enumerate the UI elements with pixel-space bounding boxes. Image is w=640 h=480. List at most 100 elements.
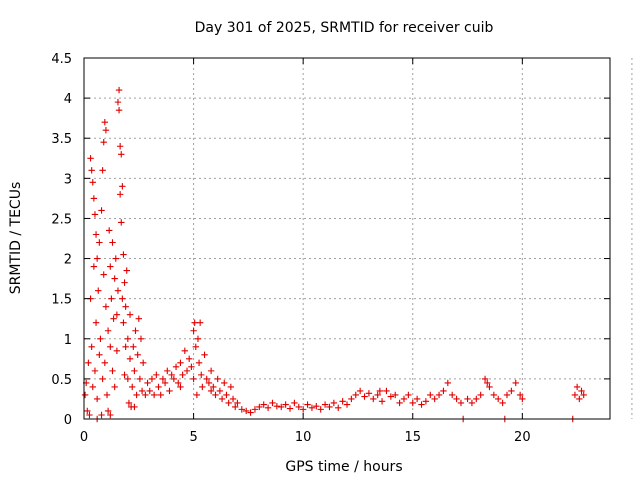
data-point [110,315,117,322]
data-point [114,287,122,294]
data-point [232,403,239,411]
data-point [90,195,98,202]
data-point [376,387,384,395]
data-point [191,319,198,326]
data-point [157,391,164,399]
data-point [352,391,359,399]
data-point [86,411,93,419]
data-point [137,335,145,342]
data-point [313,402,320,410]
data-point [198,371,205,379]
data-point [144,379,151,387]
data-point [131,367,138,375]
data-points [81,86,587,423]
data-point [190,375,197,383]
data-point [133,391,140,399]
x-axis-label: GPS time / hours [285,459,402,475]
data-point [104,407,112,415]
data-point [256,403,263,411]
data-point [207,387,215,395]
data-point [571,391,579,399]
data-point [138,387,146,395]
x-tick-label: 15 [404,430,421,445]
data-point [115,86,123,94]
data-point [238,406,245,413]
data-point [481,375,489,383]
data-point [214,375,221,383]
data-point [356,387,364,395]
data-point [88,167,95,174]
data-point [321,401,329,408]
data-point [192,343,199,350]
data-point [374,391,381,399]
data-point [457,399,465,407]
data-point [114,98,122,106]
data-point [190,327,197,334]
data-point [139,359,147,367]
data-point [91,211,99,218]
data-point [95,287,102,294]
data-point [172,363,180,371]
data-point [166,387,173,395]
data-point [89,179,96,186]
data-point [146,387,153,395]
data-point [212,391,219,399]
data-point [308,404,316,411]
data-point [193,391,201,399]
data-point [99,375,106,383]
data-point [427,391,434,399]
data-point [111,383,118,391]
x-tick-labels: 0 5 10 15 20 [80,430,531,445]
data-point [278,403,285,411]
y-tick-labels: 0 0.5 1 1.5 2 2.5 3 3.5 4 4.5 [51,52,72,428]
data-point [107,411,114,419]
data-point [484,379,491,387]
data-point [330,399,338,407]
data-point [131,403,138,411]
data-point [326,403,333,411]
data-point [225,399,232,407]
data-point [124,375,132,383]
data-point [378,398,386,405]
data-point [91,367,99,375]
data-point [96,239,103,246]
data-point [113,311,121,318]
data-point [392,391,399,399]
data-point [304,401,311,408]
data-point [343,401,351,408]
data-point [123,267,130,274]
data-point [207,367,215,375]
data-point [400,395,408,403]
data-point [129,383,136,391]
data-point [221,379,228,387]
data-point [195,359,203,367]
data-point [99,167,106,174]
data-point [164,367,171,375]
y-tick-label: 4.5 [51,52,72,67]
y-axis-label: SRMTID / TECUs [8,182,24,295]
data-point [90,263,98,270]
data-point [112,255,119,262]
data-point [125,399,133,407]
data-point [422,398,430,405]
data-point [100,139,107,146]
data-point [93,395,101,403]
data-point [194,335,202,342]
y-tick-label: 3.5 [51,132,72,147]
data-point [84,407,91,415]
chart-title: Day 301 of 2025, SRMTID for receiver cui… [195,20,494,36]
data-point [205,379,213,387]
data-point [499,399,506,407]
data-point [365,390,373,397]
data-point [201,351,208,359]
data-point [473,395,480,403]
data-point [148,375,156,383]
plot-frame [83,57,611,420]
data-point [188,363,195,371]
data-point [121,279,128,286]
data-point [453,395,460,403]
data-point [218,395,226,403]
data-point [519,395,526,403]
data-point [229,395,237,403]
